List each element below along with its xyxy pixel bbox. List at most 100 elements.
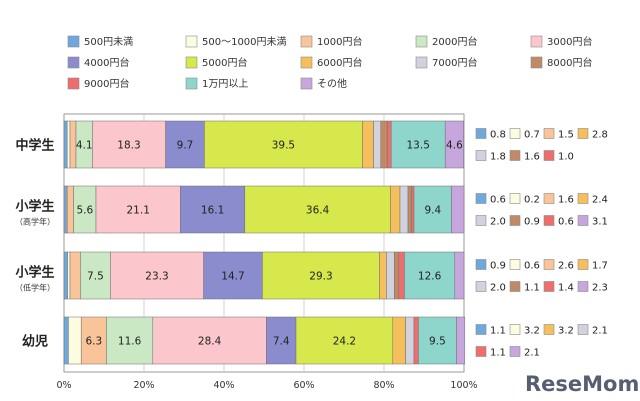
side-swatch-2-series-12 — [577, 281, 589, 292]
bar-label-2-series-5: 14.7 — [221, 271, 244, 283]
legend-swatch-series-8 — [415, 56, 428, 69]
legend-label-series-2: 1000円台 — [317, 35, 362, 48]
bar-label-3-series-5: 7.4 — [273, 336, 290, 348]
bar-0-series-11 — [390, 120, 446, 169]
legend-label-series-10: 9000円台 — [84, 77, 129, 90]
watermark-text: ReseMom — [525, 372, 639, 396]
legend-label-series-0: 500円未満 — [84, 36, 133, 48]
plot-area: 4.1 18.3 9.7 39.5 13.5 4.6 5.6 21.1 16.1 36.4 9.4 7… — [63, 113, 466, 373]
bar-label-2-series-4: 23.3 — [145, 271, 168, 283]
bar-1-series-2 — [66, 185, 74, 234]
bar-2-series-6 — [262, 251, 380, 300]
bar-1-series-11 — [413, 185, 452, 234]
side-value-3-series-0: 1.1 — [490, 326, 506, 337]
bar-label-1-series-6: 36.4 — [306, 205, 330, 217]
x-tick-label: 0% — [56, 380, 71, 391]
bar-0-series-6 — [204, 120, 363, 169]
legend-label-series-11: 1万円以上 — [202, 78, 248, 90]
bar-1-series-6 — [244, 185, 391, 234]
bar-label-1-series-3: 5.6 — [76, 205, 93, 217]
side-swatch-0-series-1 — [509, 128, 521, 139]
bar-3-series-3 — [106, 316, 154, 365]
bar-1-series-7 — [390, 185, 401, 234]
side-value-1-series-8: 2.0 — [490, 217, 506, 228]
bar-1-series-10 — [411, 185, 415, 234]
bar-3-series-4 — [152, 316, 267, 365]
side-swatch-3-series-10 — [475, 346, 487, 357]
side-swatch-1-series-8 — [475, 215, 487, 226]
legend-swatch-series-12 — [300, 77, 313, 90]
side-value-2-series-9: 1.1 — [524, 283, 540, 294]
bar-3-series-12 — [456, 316, 466, 365]
category-sublabel-1: （高学年） — [15, 217, 55, 227]
bar-2-series-3 — [80, 251, 111, 300]
legend-label-series-3: 2000円台 — [432, 35, 477, 48]
legend-label-series-4: 3000円台 — [547, 35, 592, 48]
bar-label-1-series-5: 16.1 — [201, 205, 224, 217]
bar-3-series-2 — [80, 316, 107, 365]
bar-1-series-5 — [180, 185, 246, 234]
watermark: ReseMom — [525, 372, 639, 396]
bar-3-series-0 — [63, 316, 69, 365]
side-swatch-2-series-10 — [543, 281, 555, 292]
x-tick-label: 80% — [373, 380, 394, 391]
bar-0-series-4 — [92, 120, 166, 169]
side-swatch-2-series-7 — [577, 259, 589, 270]
bar-0-series-0 — [63, 120, 68, 169]
category-label-0: 中学生 — [15, 138, 54, 154]
bar-0-series-8 — [373, 120, 382, 169]
side-value-2-series-7: 1.7 — [592, 261, 608, 272]
bar-2-series-1 — [67, 251, 71, 300]
bar-label-2-series-11: 12.6 — [418, 271, 442, 283]
legend-swatch-series-6 — [185, 56, 198, 69]
legend-label-series-1: 500～1000円未満 — [202, 36, 287, 48]
bar-3-series-10 — [413, 316, 419, 365]
side-swatch-1-series-1 — [509, 193, 521, 204]
bar-0-series-5 — [165, 120, 205, 169]
side-value-3-series-1: 3.2 — [524, 326, 540, 337]
side-value-1-series-12: 3.1 — [592, 217, 608, 228]
side-swatch-1-series-7 — [577, 193, 589, 204]
side-swatch-0-series-7 — [577, 128, 589, 139]
side-swatch-3-series-1 — [509, 324, 521, 335]
side-swatch-0-series-8 — [475, 150, 487, 161]
side-value-2-series-1: 0.6 — [524, 261, 540, 272]
side-value-2-series-8: 2.0 — [490, 283, 506, 294]
side-value-3-series-7: 3.2 — [558, 326, 574, 337]
side-value-2-series-12: 2.3 — [592, 283, 608, 294]
legend-label-series-7: 6000円台 — [317, 56, 362, 69]
bar-label-0-series-11: 13.5 — [407, 140, 430, 152]
side-value-0-series-7: 2.8 — [592, 130, 608, 141]
side-swatch-3-series-7 — [543, 324, 555, 335]
bar-2-series-0 — [63, 251, 68, 300]
legend-swatch-series-7 — [300, 56, 313, 69]
bar-label-1-series-4: 21.1 — [127, 205, 150, 217]
bar-1-series-8 — [399, 185, 409, 234]
bar-label-0-series-5: 9.7 — [177, 140, 194, 152]
bar-3-series-6 — [295, 316, 394, 365]
x-tick-label: 100% — [450, 380, 477, 391]
bar-2-series-10 — [398, 251, 405, 300]
x-tick-label: 40% — [213, 380, 234, 391]
side-value-1-series-2: 1.6 — [558, 195, 574, 206]
bar-label-0-series-12: 4.6 — [446, 140, 463, 152]
bar-2-series-8 — [386, 251, 395, 300]
bar-label-2-series-6: 29.3 — [309, 271, 332, 283]
side-value-1-series-9: 0.9 — [524, 217, 540, 228]
bar-2-series-12 — [454, 251, 465, 300]
bar-label-2-series-3: 7.5 — [87, 271, 104, 283]
bar-2-series-2 — [69, 251, 81, 300]
legend-swatch-series-1 — [185, 35, 198, 48]
side-swatch-1-series-10 — [543, 215, 555, 226]
x-axis-ticks: 0% 20% 40% 60% 80% 100% — [56, 380, 477, 391]
side-value-0-series-2: 1.5 — [558, 130, 574, 141]
legend-label-series-12: その他 — [317, 77, 347, 90]
side-value-2-series-10: 1.4 — [558, 283, 574, 294]
legend-swatch-series-3 — [415, 35, 428, 48]
side-swatch-1-series-12 — [577, 215, 589, 226]
side-value-0-series-8: 1.8 — [490, 152, 506, 163]
bar-label-0-series-3: 4.1 — [76, 140, 93, 152]
side-swatch-2-series-2 — [543, 259, 555, 270]
